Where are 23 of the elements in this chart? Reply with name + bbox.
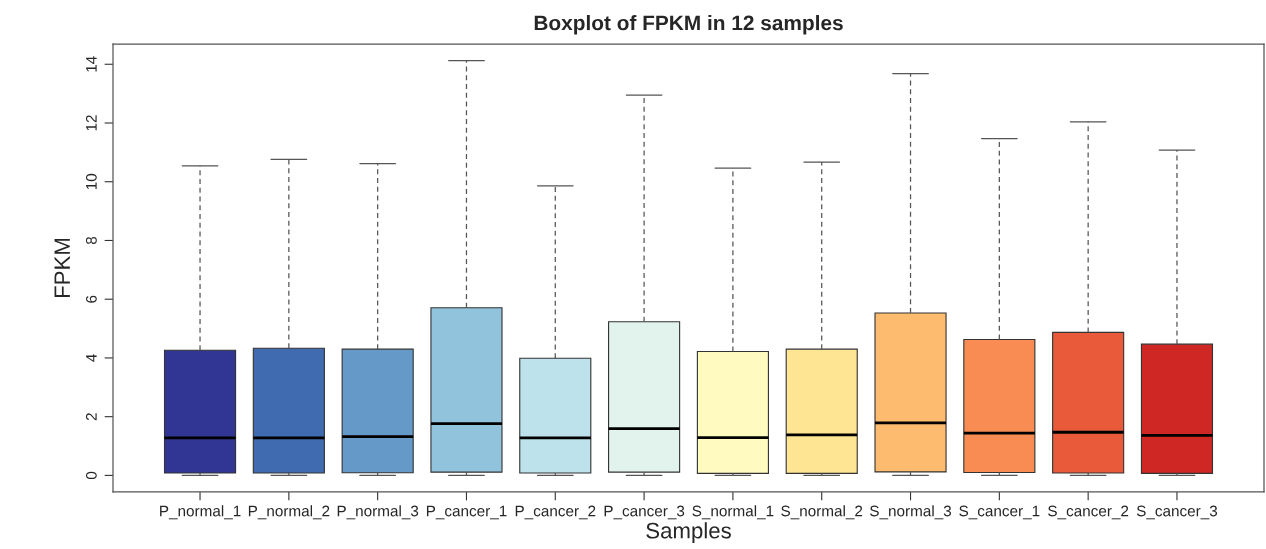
x-tick-label: S_cancer_3 bbox=[1136, 505, 1218, 520]
y-tick-label: 14 bbox=[86, 56, 97, 72]
y-tick-label: 8 bbox=[85, 236, 97, 245]
x-axis-title: Samples bbox=[646, 522, 731, 543]
y-tick-label: 6 bbox=[85, 295, 97, 303]
x-tick-label: P_normal_3 bbox=[337, 505, 419, 520]
x-tick-label: P_normal_2 bbox=[248, 505, 330, 520]
x-tick-label: S_cancer_1 bbox=[959, 505, 1040, 520]
y-tick-label: 4 bbox=[86, 354, 97, 362]
y-tick-label: 12 bbox=[85, 115, 97, 131]
x-tick-label: P_normal_1 bbox=[160, 505, 241, 520]
x-tick-label: S_cancer_2 bbox=[1048, 505, 1129, 520]
chart-title: Boxplot of FPKM in 12 samples bbox=[534, 15, 843, 35]
x-tick-label: P_cancer_1 bbox=[426, 505, 507, 520]
x-tick-label: S_normal_2 bbox=[781, 505, 863, 520]
y-tick-label: 10 bbox=[85, 173, 97, 190]
y-tick-label: 2 bbox=[85, 413, 97, 421]
x-tick-label: P_cancer_3 bbox=[604, 505, 685, 520]
x-tick-label: P_cancer_2 bbox=[515, 505, 596, 520]
y-tick-label: 0 bbox=[85, 471, 97, 480]
x-tick-label: S_normal_1 bbox=[692, 505, 774, 520]
y-axis-title: FPKM bbox=[54, 238, 70, 298]
x-tick-label: S_normal_3 bbox=[870, 505, 952, 520]
